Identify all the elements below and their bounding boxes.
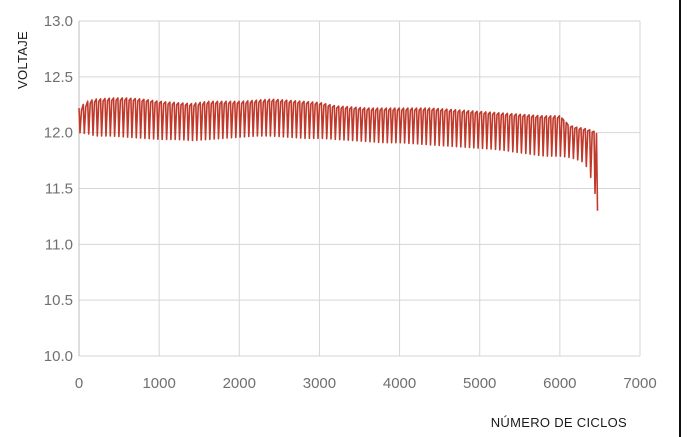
y-tick-label: 10.0 <box>44 348 73 365</box>
y-tick-label: 11.5 <box>45 181 73 198</box>
x-axis-title: NÚMERO DE CICLOS <box>491 415 627 430</box>
y-tick-label: 10.5 <box>44 292 73 309</box>
voltage-series-line <box>78 97 599 211</box>
x-tick-label: 2000 <box>223 375 256 392</box>
x-tick-label: 5000 <box>463 375 496 392</box>
y-tick-label: 12.0 <box>44 125 73 142</box>
y-tick-label: 13.0 <box>44 13 73 30</box>
tick-labels: 0 1000 2000 3000 4000 5000 6000 7000 10.0 10.5 11.… <box>44 13 657 392</box>
y-axis-title: VOLTAJE <box>15 31 30 89</box>
series-layer <box>78 97 599 211</box>
x-tick-label: 4000 <box>383 375 416 392</box>
x-tick-label: 3000 <box>303 375 336 392</box>
y-tick-label: 11.0 <box>45 236 73 253</box>
y-tick-label: 12.5 <box>44 69 73 86</box>
x-tick-label: 6000 <box>543 375 576 392</box>
x-tick-label: 0 <box>75 375 83 392</box>
x-tick-label: 7000 <box>623 375 656 392</box>
x-tick-label: 1000 <box>142 375 175 392</box>
